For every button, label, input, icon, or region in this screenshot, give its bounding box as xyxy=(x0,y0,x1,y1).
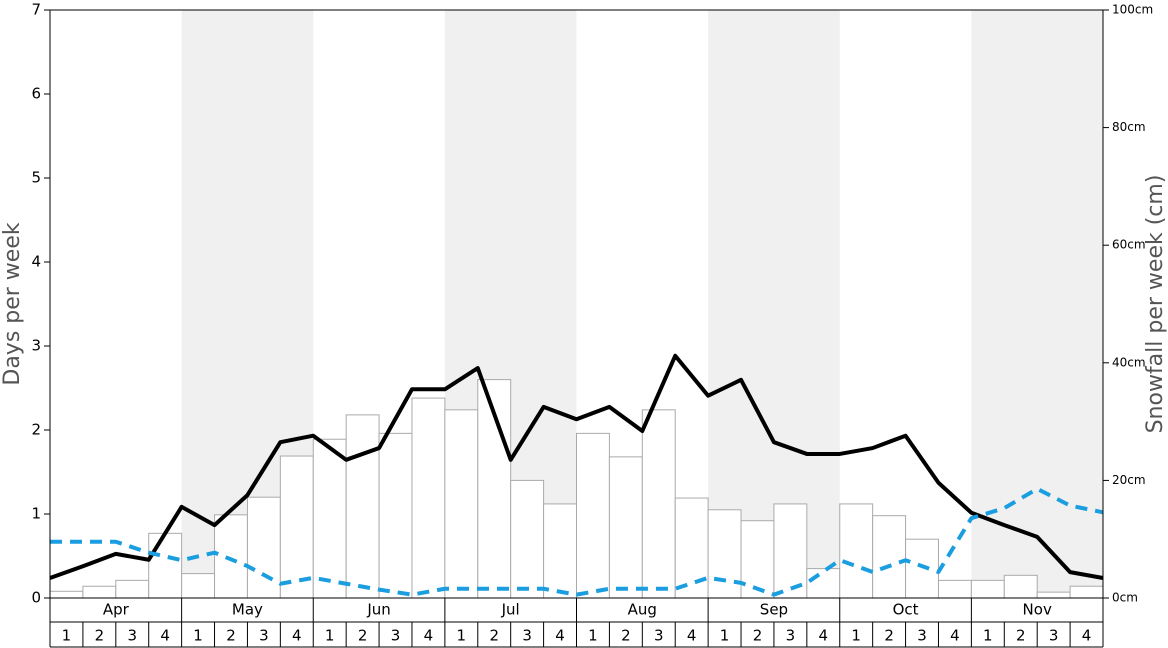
bar xyxy=(378,432,413,599)
x-tick-label: 4 xyxy=(424,627,434,645)
month-shade xyxy=(708,10,840,598)
bar xyxy=(49,590,84,599)
x-tick-label: 3 xyxy=(917,627,927,645)
y-tick-label: 4 xyxy=(31,253,41,271)
x-tick-label: 1 xyxy=(851,627,861,645)
x-tick-label: 3 xyxy=(259,627,269,645)
bar xyxy=(872,515,907,599)
bar xyxy=(740,520,775,599)
x-tick-label: 1 xyxy=(325,627,335,645)
month-label: Nov xyxy=(1023,601,1052,619)
bar xyxy=(806,568,841,599)
x-tick-label: 1 xyxy=(62,627,72,645)
x-tick-label: 1 xyxy=(983,627,993,645)
x-tick-label: 3 xyxy=(786,627,796,645)
x-tick-label: 3 xyxy=(1049,627,1059,645)
bar xyxy=(181,573,216,599)
month-shade xyxy=(971,10,1103,598)
x-tick-label: 3 xyxy=(522,627,532,645)
x-tick-label: 1 xyxy=(588,627,598,645)
y-axis-label: Days per week xyxy=(0,222,25,385)
month-label: Aug xyxy=(628,601,657,619)
bar xyxy=(839,503,874,599)
x-tick-label: 2 xyxy=(621,627,631,645)
bar xyxy=(312,438,347,599)
bar xyxy=(246,496,281,599)
line-series xyxy=(49,353,1104,580)
bar xyxy=(543,503,577,599)
y-tick-label: 3 xyxy=(31,337,41,355)
x-tick-label: 2 xyxy=(358,627,368,645)
bar xyxy=(345,414,380,599)
x-tick-label: 4 xyxy=(819,627,829,645)
x-tick-label: 3 xyxy=(127,627,137,645)
bar xyxy=(608,456,643,599)
bar xyxy=(115,579,150,599)
month-label: Jun xyxy=(366,601,390,619)
y2-tick-label: 40cm xyxy=(1112,355,1146,369)
x-tick-label: 4 xyxy=(555,627,565,645)
bar xyxy=(148,532,183,599)
bar xyxy=(773,503,808,599)
x-tick-label: 1 xyxy=(457,627,467,645)
y2-tick-label: 0cm xyxy=(1112,591,1138,605)
bar xyxy=(1003,574,1038,599)
x-tick-label: 4 xyxy=(292,627,302,645)
bar xyxy=(1069,585,1104,599)
y-tick-label: 0 xyxy=(31,589,41,607)
x-tick-label: 4 xyxy=(1082,627,1092,645)
x-tick-label: 4 xyxy=(160,627,170,645)
y2-tick-label: 80cm xyxy=(1112,120,1146,134)
x-tick-label: 2 xyxy=(226,627,236,645)
bar xyxy=(937,579,972,599)
month-label: Oct xyxy=(893,601,919,619)
bar xyxy=(905,538,939,599)
bar xyxy=(279,455,314,599)
x-tick-label: 2 xyxy=(95,627,105,645)
bar xyxy=(411,397,446,599)
month-label: Sep xyxy=(760,601,788,619)
y2-tick-label: 20cm xyxy=(1112,473,1146,487)
bar xyxy=(674,497,709,599)
y-tick-label: 2 xyxy=(31,421,41,439)
x-tick-label: 3 xyxy=(654,627,664,645)
x-tick-label: 1 xyxy=(193,627,203,645)
x-tick-label: 1 xyxy=(720,627,730,645)
month-label: Apr xyxy=(103,601,130,619)
bar xyxy=(82,585,117,599)
x-tick-label: 2 xyxy=(489,627,499,645)
y-tick-label: 1 xyxy=(31,505,41,523)
bar xyxy=(970,579,1005,599)
bar xyxy=(1036,591,1071,599)
bar xyxy=(641,409,676,599)
x-tick-label: 4 xyxy=(950,627,960,645)
bar xyxy=(707,509,742,599)
y2-tick-label: 60cm xyxy=(1112,238,1146,252)
month-label: May xyxy=(232,601,263,619)
x-tick-label: 2 xyxy=(753,627,763,645)
x-tick-label: 2 xyxy=(884,627,894,645)
y2-axis-label: Snowfall per week (cm) xyxy=(1143,175,1168,434)
x-tick-label: 2 xyxy=(1016,627,1026,645)
x-tick-label: 4 xyxy=(687,627,697,645)
y2-tick-label: 100cm xyxy=(1112,3,1153,17)
line-series xyxy=(50,486,1104,597)
bar xyxy=(576,432,610,599)
month-label: Jul xyxy=(501,601,520,619)
bar xyxy=(444,409,479,599)
y-tick-label: 7 xyxy=(31,1,41,19)
bar xyxy=(510,479,545,599)
x-tick-label: 3 xyxy=(391,627,401,645)
y-tick-label: 6 xyxy=(31,85,41,103)
bar xyxy=(214,514,248,599)
y-tick-label: 5 xyxy=(31,169,41,187)
